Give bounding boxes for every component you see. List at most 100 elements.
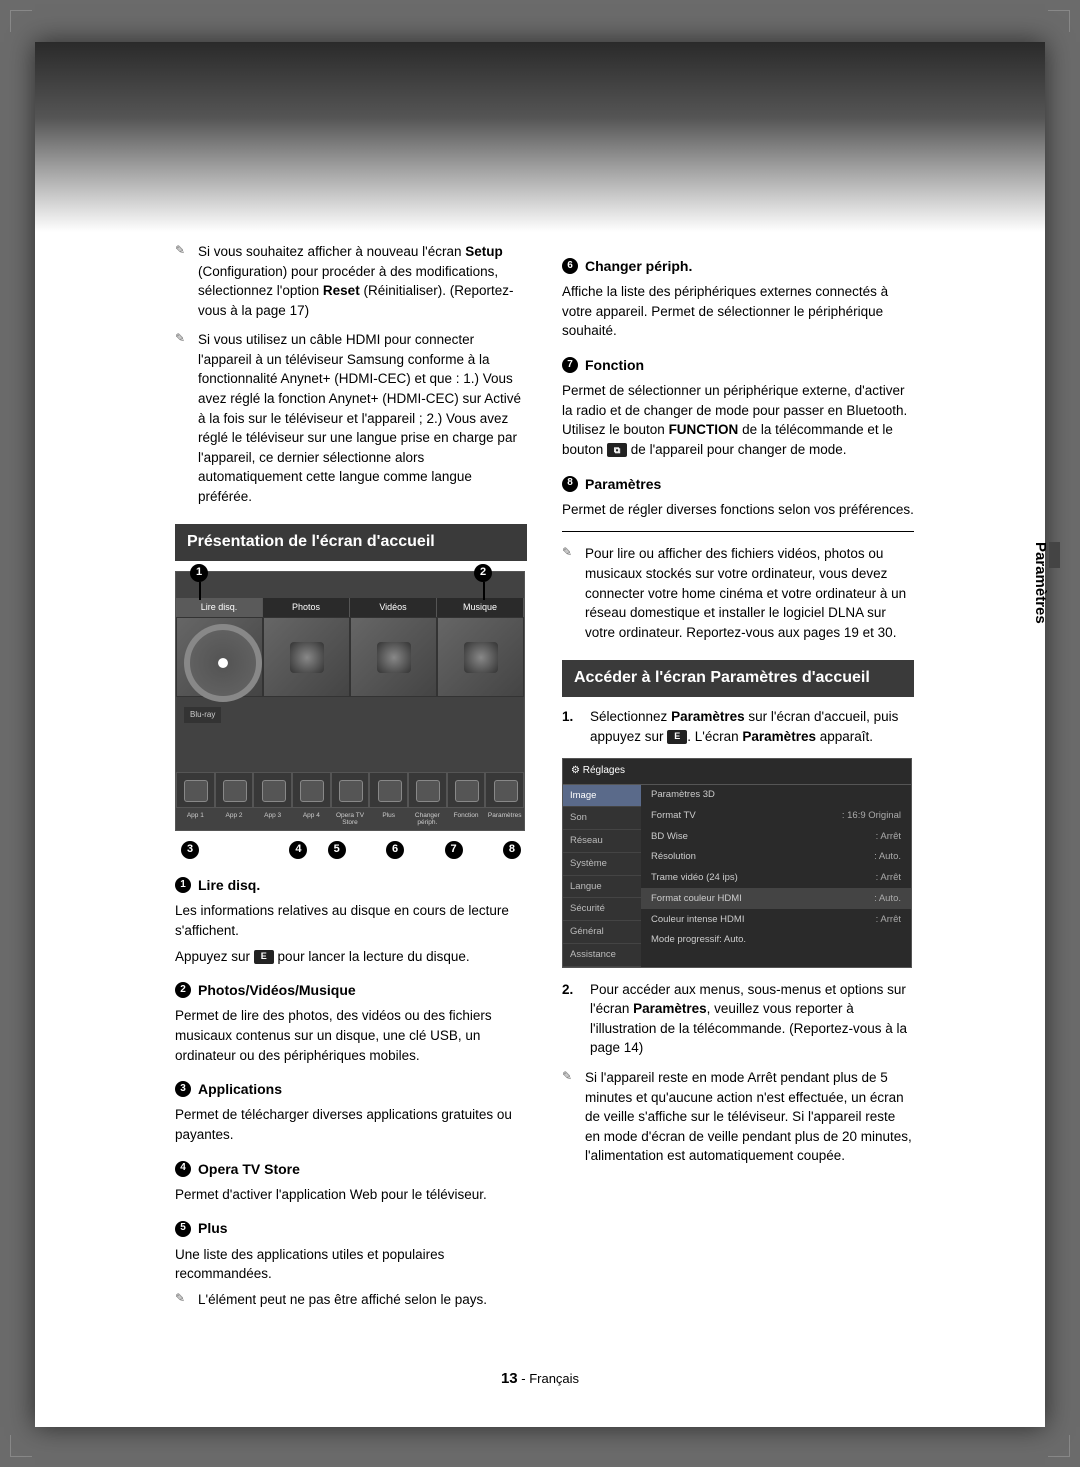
settings-row: Mode progressif: Auto. [641, 930, 911, 951]
step-number: 1. [562, 707, 580, 746]
note: ✎ Si vous souhaitez afficher à nouveau l… [175, 242, 527, 320]
item-extra: Appuyez sur E pour lancer la lecture du … [175, 947, 527, 967]
leader-line [199, 582, 201, 600]
note-icon: ✎ [562, 544, 578, 642]
item-body: Permet de télécharger diverses applicati… [175, 1105, 527, 1144]
item-heading: 4 Opera TV Store [175, 1159, 527, 1179]
settings-main: Paramètres 3D Format TV: 16:9 Original BD … [641, 785, 911, 967]
callout-row: 3 4 5 6 7 8 [175, 841, 527, 859]
settings-row: Format couleur HDMI: Auto. [641, 888, 911, 909]
item-heading: 8 Paramètres [562, 474, 914, 494]
left-column: ✎ Si vous souhaitez afficher à nouveau l… [175, 242, 527, 1319]
thumb [437, 617, 524, 697]
item-body: Permet de sélectionner un périphérique e… [562, 381, 914, 459]
settings-side-item: Assistance [563, 944, 641, 967]
callout-8: 8 [503, 841, 521, 859]
page: Paramètres ✎ Si vous souhaitez afficher … [35, 42, 1045, 1427]
setting-label: BD Wise [651, 830, 876, 844]
note-icon: ✎ [175, 330, 191, 506]
item-title: Plus [198, 1218, 228, 1238]
settings-side-item: Son [563, 807, 641, 830]
setting-label: Couleur intense HDMI [651, 913, 876, 927]
settings-title: ⚙ Réglages [563, 759, 911, 785]
right-column: 6 Changer périph. Affiche la liste des p… [562, 242, 914, 1319]
callout-4: 4 [289, 841, 307, 859]
step-text: Sélectionnez Paramètres sur l'écran d'ac… [590, 707, 914, 746]
leader-line [483, 582, 485, 600]
section-heading: Accéder à l'écran Paramètres d'accueil [562, 660, 914, 697]
disc-icon [184, 624, 262, 702]
note-text: Si l'appareil reste en mode Arrêt pendan… [585, 1068, 914, 1166]
callout-5: 5 [328, 841, 346, 859]
app-tile [447, 772, 486, 808]
setting-value: : Arrêt [876, 830, 901, 844]
divider [562, 531, 914, 532]
subnote: ✎L'élément peut ne pas être affiché selo… [175, 1290, 527, 1310]
settings-mockup: ⚙ Réglages ImageSonRéseauSystèmeLangueSé… [562, 758, 912, 968]
item-body: Permet de lire des photos, des vidéos ou… [175, 1006, 527, 1065]
settings-side-item: Général [563, 921, 641, 944]
item-number: 1 [175, 877, 191, 893]
item-number: 8 [562, 476, 578, 492]
callout-6: 6 [386, 841, 404, 859]
settings-side-item: Sécurité [563, 898, 641, 921]
item-number: 6 [562, 258, 578, 274]
tv-tabs: Lire disq. Photos Vidéos Musique [176, 598, 524, 617]
app-tile [485, 772, 524, 808]
item-title: Photos/Vidéos/Musique [198, 980, 356, 1000]
app-tile [408, 772, 447, 808]
tv-tab: Vidéos [350, 598, 437, 617]
item-body: Une liste des applications utiles et pop… [175, 1245, 527, 1284]
setting-label: Paramètres 3D [651, 788, 901, 802]
page-footer: 13 - Français [35, 1370, 1045, 1387]
settings-row: BD Wise: Arrêt [641, 826, 911, 847]
app-tile [369, 772, 408, 808]
home-screen-mockup: 1 2 Lire disq. Photos Vidéos Musique [175, 571, 525, 831]
app-tile [292, 772, 331, 808]
item-number: 2 [175, 982, 191, 998]
setting-label: Mode progressif: Auto. [651, 933, 901, 947]
side-tab: Paramètres [1030, 542, 1060, 624]
app-tile [331, 772, 370, 808]
item-heading: 5 Plus [175, 1218, 527, 1238]
setting-label: Format couleur HDMI [651, 892, 874, 906]
settings-row: Trame vidéo (24 ips): Arrêt [641, 868, 911, 889]
step-2: 2. Pour accéder aux menus, sous-menus et… [562, 980, 914, 1058]
thumb [350, 617, 437, 697]
enter-icon: E [667, 730, 687, 744]
tv-tab: Photos [263, 598, 350, 617]
setting-value: : Auto. [874, 892, 901, 906]
item-number: 3 [175, 1081, 191, 1097]
tv-app-labels: App 1 App 2 App 3 App 4 Opera TV Store P… [176, 813, 524, 826]
callout-3: 3 [181, 841, 199, 859]
bluray-label: Blu-ray [184, 707, 221, 723]
item-title: Lire disq. [198, 875, 260, 895]
setting-value: : Arrêt [876, 913, 901, 927]
item-body: Affiche la liste des périphériques exter… [562, 282, 914, 341]
tv-app-row [176, 772, 524, 808]
page-lang: - Français [521, 1371, 579, 1386]
enter-icon: E [254, 950, 274, 964]
setting-value: : 16:9 Original [842, 809, 901, 823]
item-heading: 6 Changer périph. [562, 256, 914, 276]
item-heading: 1 Lire disq. [175, 875, 527, 895]
header-gradient [35, 42, 1045, 232]
note: ✎ Si vous utilisez un câble HDMI pour co… [175, 330, 527, 506]
step-text: Pour accéder aux menus, sous-menus et op… [590, 980, 914, 1058]
setting-label: Trame vidéo (24 ips) [651, 871, 876, 885]
item-number: 7 [562, 357, 578, 373]
settings-side-item: Image [563, 785, 641, 808]
setting-label: Résolution [651, 850, 874, 864]
crop-mark [10, 1435, 32, 1457]
setting-label: Format TV [651, 809, 842, 823]
setting-value: : Arrêt [876, 871, 901, 885]
app-tile [215, 772, 254, 808]
settings-sidebar: ImageSonRéseauSystèmeLangueSécuritéGénér… [563, 785, 641, 967]
section-heading: Présentation de l'écran d'accueil [175, 524, 527, 561]
tv-tab: Musique [437, 598, 524, 617]
item-heading: 3 Applications [175, 1079, 527, 1099]
note-text: L'élément peut ne pas être affiché selon… [198, 1290, 527, 1310]
crop-mark [1048, 10, 1070, 32]
note: ✎ Si l'appareil reste en mode Arrêt pend… [562, 1068, 914, 1166]
crop-mark [10, 10, 32, 32]
